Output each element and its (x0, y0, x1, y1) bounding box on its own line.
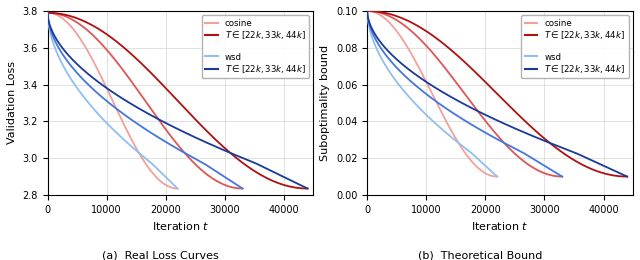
Text: (a)  Real Loss Curves: (a) Real Loss Curves (102, 250, 218, 260)
X-axis label: Iteration $t$: Iteration $t$ (472, 220, 529, 232)
Y-axis label: Validation Loss: Validation Loss (7, 61, 17, 145)
X-axis label: Iteration $t$: Iteration $t$ (152, 220, 209, 232)
Legend: cosine, $T \in [22k, 33k, 44k]$, , wsd, $T \in [22k, 33k, 44k]$: cosine, $T \in [22k, 33k, 44k]$, , wsd, … (521, 15, 628, 78)
Text: (b)  Theoretical Bound: (b) Theoretical Bound (418, 250, 542, 260)
Legend: cosine, $T \in [22k, 33k, 44k]$, , wsd, $T \in [22k, 33k, 44k]$: cosine, $T \in [22k, 33k, 44k]$, , wsd, … (202, 15, 309, 78)
Y-axis label: Suboptimality bound: Suboptimality bound (321, 45, 330, 161)
